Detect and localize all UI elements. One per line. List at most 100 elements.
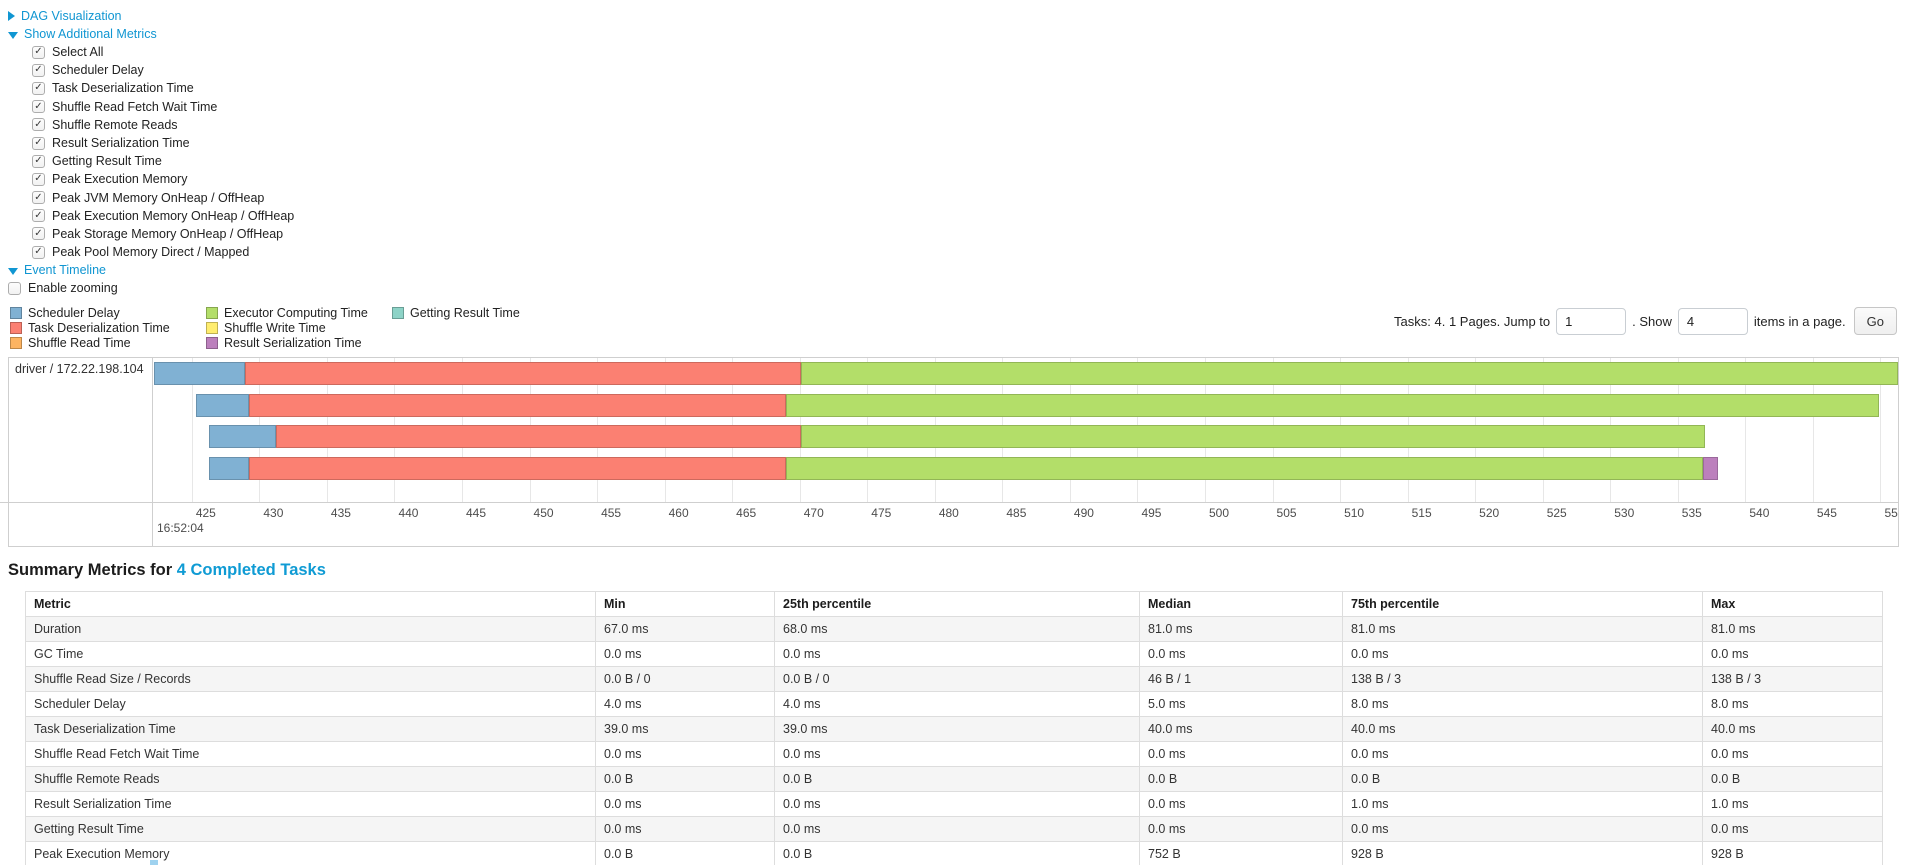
metric-checkbox-row: Peak Execution Memory OnHeap / OffHeap [32, 207, 1907, 225]
metric-value-cell: 4.0 ms [595, 691, 775, 718]
axis-tick-label: 515 [1411, 506, 1432, 521]
column-header-metric: Metric [25, 591, 596, 618]
show-additional-metrics-toggle[interactable]: Show Additional Metrics [8, 25, 1907, 43]
enable-zooming-checkbox[interactable] [8, 281, 21, 295]
checkbox-peak-storage-memory-onheap-offheap[interactable] [32, 227, 45, 241]
dag-visualization-toggle[interactable]: DAG Visualization [8, 7, 1907, 25]
task-2-task-deserialization-segment[interactable] [248, 393, 787, 417]
task-4-executor-computing-segment[interactable] [786, 456, 1704, 480]
metric-value-cell: 81.0 ms [1702, 616, 1883, 643]
metric-value-cell: 8.0 ms [1342, 691, 1703, 718]
checkbox-shuffle-read-fetch-wait-time[interactable] [32, 100, 45, 114]
event-timeline-label: Event Timeline [24, 263, 106, 278]
checkbox-peak-execution-memory-onheap-offheap[interactable] [32, 209, 45, 223]
axis-tick-label: 485 [1006, 506, 1027, 521]
checkbox-peak-execution-memory[interactable] [32, 172, 45, 186]
additional-metrics-checkbox-list: Select All Scheduler Delay Task Deserializ… [32, 43, 1907, 261]
checkbox-label: Shuffle Read Fetch Wait Time [52, 99, 218, 114]
metric-value-cell: 0.0 B / 0 [774, 666, 1140, 693]
summary-title-prefix: Summary Metrics for [8, 561, 177, 580]
axis-tick-label: 530 [1614, 506, 1635, 521]
jump-to-page-input[interactable] [1556, 307, 1627, 335]
metric-value-cell: 81.0 ms [1342, 616, 1703, 643]
checkbox-task-deserialization-time[interactable] [32, 81, 45, 95]
metric-value-cell: 8.0 ms [1702, 691, 1883, 718]
legend-label: Getting Result Time [410, 305, 520, 320]
metric-value-cell: 0.0 ms [1139, 791, 1343, 818]
items-per-page-input[interactable] [1677, 307, 1748, 335]
checkbox-peak-jvm-memory-onheap-offheap[interactable] [32, 191, 45, 205]
task-1-task-deserialization-segment[interactable] [244, 362, 802, 386]
timeline-plot-area[interactable]: 16:52:04 425 430 435 440 445 450 455 460 465 470 4… [154, 358, 1898, 546]
metric-value-cell: 1.0 ms [1342, 791, 1703, 818]
legend-item: Shuffle Write Time [206, 320, 392, 335]
metric-checkbox-row: Peak Storage Memory OnHeap / OffHeap [32, 225, 1907, 243]
metric-name-cell: Scheduler Delay [25, 691, 596, 718]
metric-value-cell: 0.0 ms [774, 741, 1140, 768]
legend-item: Getting Result Time [392, 305, 520, 320]
task-pagination: Tasks: 4. 1 Pages. Jump to . Show items … [1394, 307, 1897, 336]
column-header-max: Max [1702, 591, 1883, 618]
checkbox-result-serialization-time[interactable] [32, 136, 45, 150]
metric-value-cell: 0.0 ms [1702, 741, 1883, 768]
task-2-executor-computing-segment[interactable] [786, 393, 1880, 417]
task-3-task-deserialization-segment[interactable] [275, 425, 802, 449]
task-1-scheduler-delay-segment[interactable] [154, 362, 245, 386]
legend-swatch-icon [10, 306, 22, 319]
metric-name-cell: GC Time [25, 641, 596, 668]
show-text: . Show [1632, 313, 1672, 329]
checkbox-scheduler-delay[interactable] [32, 63, 45, 77]
event-timeline-toggle[interactable]: Event Timeline [8, 261, 1907, 279]
metric-value-cell: 0.0 ms [1702, 641, 1883, 668]
summary-metrics-title: Summary Metrics for 4 Completed Tasks [8, 561, 1907, 580]
axis-tick-label: 500 [1208, 506, 1230, 521]
metric-value-cell: 46 B / 1 [1139, 666, 1343, 693]
metric-value-cell: 0.0 ms [595, 641, 775, 668]
column-header-median: Median [1139, 591, 1343, 618]
metric-value-cell: 81.0 ms [1139, 616, 1343, 643]
metric-value-cell: 0.0 ms [1139, 816, 1343, 843]
checkbox-label: Peak JVM Memory OnHeap / OffHeap [52, 190, 265, 205]
table-row: Shuffle Read Size / Records 0.0 B / 0 0.0 … [25, 666, 1883, 693]
axis-tick-label: 510 [1344, 506, 1365, 521]
checkbox-label: Shuffle Remote Reads [52, 117, 178, 132]
dag-visualization-label: DAG Visualization [21, 9, 122, 23]
legend-swatch-icon [206, 336, 218, 349]
table-row: Shuffle Read Fetch Wait Time 0.0 ms 0.0 ms… [25, 741, 1883, 768]
checkbox-select-all[interactable] [32, 45, 45, 59]
legend-spacer [392, 320, 520, 335]
checkbox-getting-result-time[interactable] [32, 154, 45, 168]
table-row: Task Deserialization Time 39.0 ms 39.0 ms 4… [25, 716, 1883, 743]
checkbox-label: Peak Execution Memory [52, 172, 188, 187]
metric-checkbox-row: Task Deserialization Time [32, 79, 1907, 97]
legend-spacer [392, 335, 520, 350]
legend-label: Shuffle Read Time [28, 335, 131, 350]
legend-swatch-icon [206, 321, 218, 334]
checkbox-peak-pool-memory-direct-mapped[interactable] [32, 245, 45, 259]
cutoff-element [150, 860, 158, 865]
metric-checkbox-row: Shuffle Read Fetch Wait Time [32, 98, 1907, 116]
task-4-scheduler-delay-segment[interactable] [209, 456, 249, 480]
metric-value-cell: 0.0 ms [1702, 816, 1883, 843]
task-3-scheduler-delay-segment[interactable] [209, 425, 276, 449]
axis-tick-label: 545 [1816, 506, 1837, 521]
show-additional-metrics-label: Show Additional Metrics [24, 27, 157, 41]
task-1-executor-computing-segment[interactable] [801, 362, 1898, 386]
table-row: Getting Result Time 0.0 ms 0.0 ms 0.0 ms 0.0… [25, 816, 1883, 843]
go-button[interactable]: Go [1853, 307, 1897, 336]
metric-checkbox-row: Peak Execution Memory [32, 170, 1907, 188]
completed-tasks-link[interactable]: 4 Completed Tasks [176, 561, 326, 580]
legend-swatch-icon [206, 306, 218, 319]
task-4-result-serialization-segment[interactable] [1703, 456, 1719, 480]
metric-value-cell: 0.0 B / 0 [595, 666, 775, 693]
metric-value-cell: 0.0 ms [774, 791, 1140, 818]
checkbox-shuffle-remote-reads[interactable] [32, 118, 45, 132]
column-header-75th-percentile: 75th percentile [1342, 591, 1703, 618]
task-3-executor-computing-segment[interactable] [801, 425, 1705, 449]
task-2-scheduler-delay-segment[interactable] [195, 393, 249, 417]
column-header-min: Min [595, 591, 775, 618]
metric-value-cell: 0.0 ms [774, 641, 1140, 668]
axis-line-left [0, 502, 1898, 504]
task-4-task-deserialization-segment[interactable] [248, 456, 787, 480]
metric-value-cell: 40.0 ms [1139, 716, 1343, 743]
